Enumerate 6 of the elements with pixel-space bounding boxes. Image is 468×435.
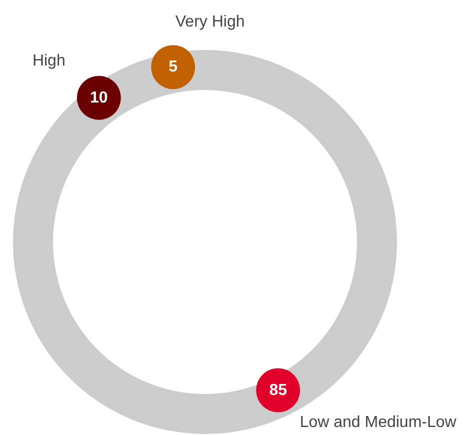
slice-label: High <box>32 52 66 70</box>
data-label: 85 <box>269 382 288 399</box>
slice-label: Very High <box>175 14 245 31</box>
data-label: 5 <box>168 58 178 76</box>
slice-label: Low and Medium-Low <box>300 414 457 431</box>
data-label: 10 <box>90 89 108 106</box>
